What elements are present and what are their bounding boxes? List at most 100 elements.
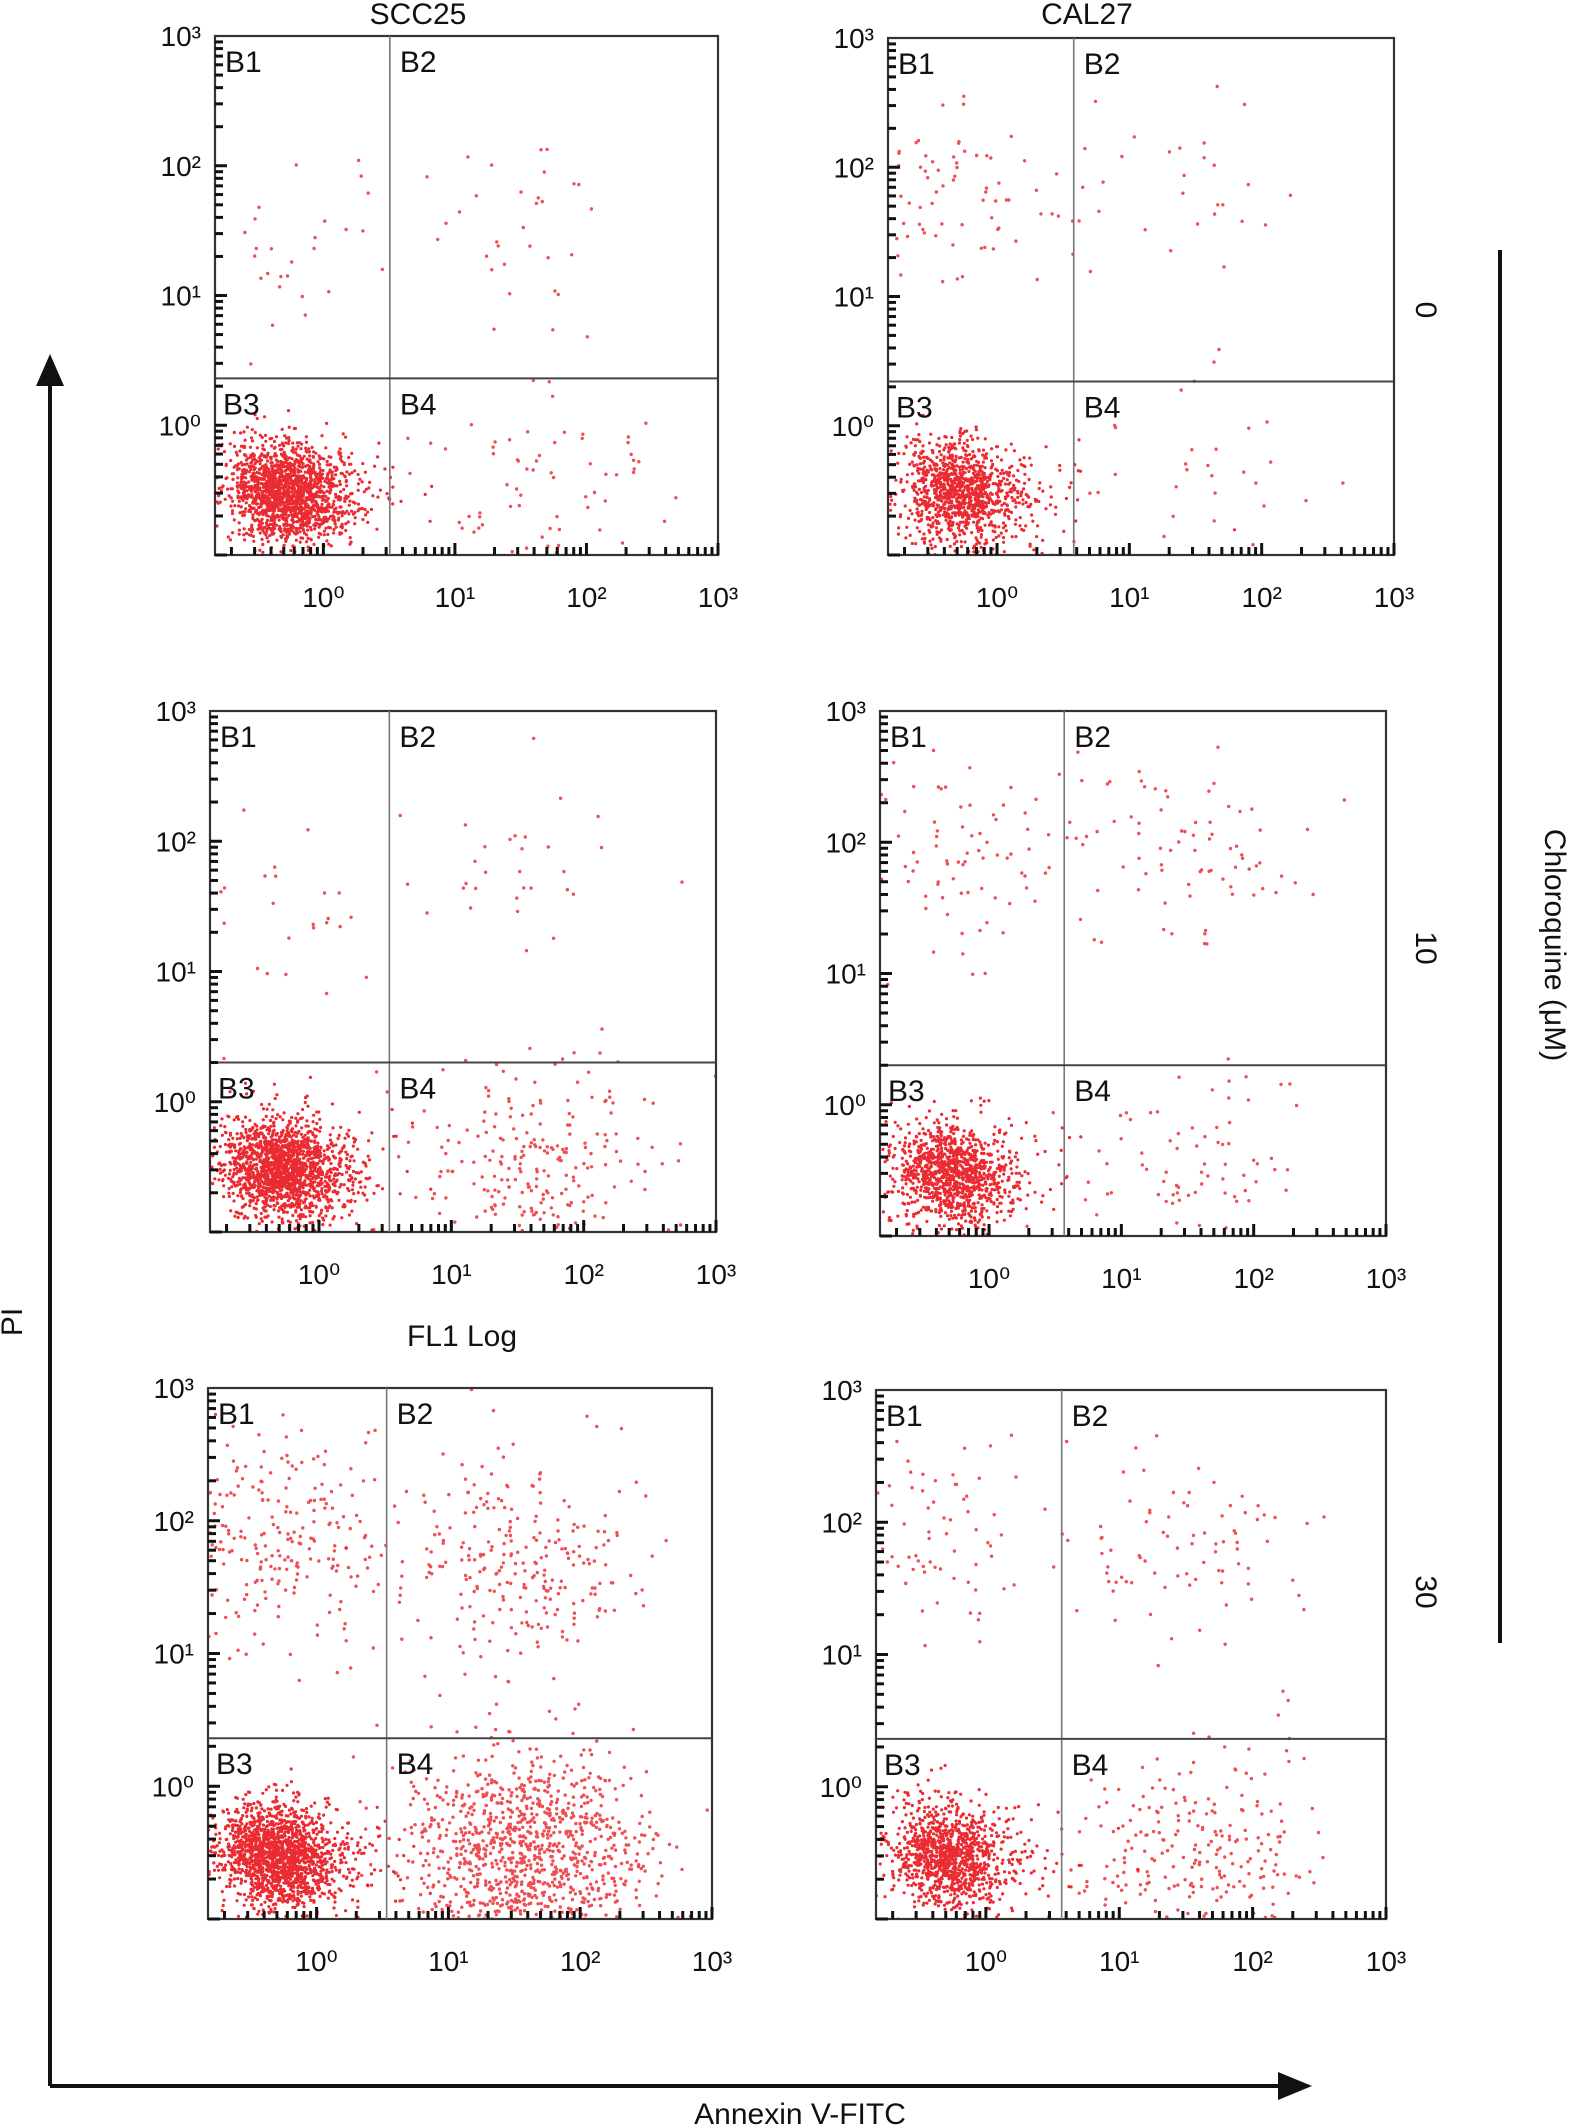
- scatter-panel: B1 B2 B3 B4 10⁰ 10⁰ 10¹ 10¹ 10² 10² 10³ 10³: [832, 23, 1415, 613]
- quadrant-label-b3: B3: [884, 1749, 921, 1782]
- annexin-axis-label: Annexin V-FITC: [694, 2098, 906, 2128]
- cluster-b3-points: [215, 409, 434, 555]
- x-tick-label: 10²: [563, 1259, 603, 1290]
- scatter-panel: B1 B2 B3 B4 10⁰ 10⁰ 10¹ 10¹ 10² 10² 10³ 10³: [152, 1373, 733, 1977]
- y-tick-label: 10³: [154, 1373, 194, 1404]
- y-tick-label: 10⁰: [159, 410, 201, 441]
- annexin-axis-arrowhead: [1278, 2072, 1312, 2100]
- cluster-b3-points: [881, 1096, 1083, 1236]
- quadrant-label-b1: B1: [886, 1400, 923, 1433]
- x-tick-label: 10⁰: [976, 582, 1018, 613]
- fl1-log-label: FL1 Log: [407, 1320, 517, 1353]
- y-tick-label: 10⁰: [152, 1771, 194, 1802]
- pi-axis-label: PI: [0, 1308, 29, 1336]
- x-tick-label: 10⁰: [965, 1946, 1007, 1977]
- x-tick-label: 10⁰: [298, 1259, 340, 1290]
- y-tick-label: 10¹: [834, 282, 874, 313]
- y-tick-label: 10¹: [154, 1639, 194, 1670]
- scatter-panel: B1 B2 B3 B4 10⁰ 10⁰ 10¹ 10¹ 10² 10² 10³ 10³: [159, 21, 739, 613]
- quadrant-label-b4: B4: [400, 388, 437, 421]
- y-tick-label: 10²: [826, 827, 866, 858]
- quadrant-label-b2: B2: [400, 46, 437, 79]
- x-tick-label: 10¹: [435, 582, 475, 613]
- quadrant-label-b4: B4: [1072, 1749, 1109, 1782]
- y-tick-label: 10³: [834, 23, 874, 54]
- y-tick-label: 10¹: [826, 959, 866, 990]
- quadrant-label-b4: B4: [1084, 391, 1121, 424]
- quadrant-label-b3: B3: [896, 391, 933, 424]
- quadrant-label-b2: B2: [399, 721, 436, 754]
- x-tick-label: 10³: [1374, 582, 1414, 613]
- cluster-b4-points: [372, 1027, 716, 1232]
- y-tick-label: 10³: [826, 696, 866, 727]
- x-tick-label: 10²: [1241, 582, 1281, 613]
- y-tick-label: 10²: [156, 826, 196, 857]
- x-tick-label: 10²: [566, 582, 606, 613]
- x-tick-label: 10⁰: [295, 1946, 337, 1977]
- x-tick-label: 10³: [1366, 1263, 1406, 1294]
- y-tick-label: 10³: [161, 21, 201, 52]
- quadrant-label-b1: B1: [220, 721, 257, 754]
- y-tick-label: 10²: [834, 152, 874, 183]
- y-tick-label: 10¹: [822, 1640, 862, 1671]
- quadrant-label-b2: B2: [1074, 721, 1111, 754]
- x-tick-label: 10⁰: [302, 582, 344, 613]
- x-tick-label: 10³: [1366, 1946, 1406, 1977]
- x-tick-label: 10³: [698, 582, 738, 613]
- scatter-points: [888, 84, 1345, 555]
- quadrant-label-b2: B2: [397, 1398, 434, 1431]
- quadrant-label-b2: B2: [1072, 1400, 1109, 1433]
- x-tick-label: 10¹: [1101, 1263, 1141, 1294]
- y-tick-label: 10³: [156, 696, 196, 727]
- cluster-b3-points: [208, 1767, 432, 1919]
- quadrant-label-b1: B1: [898, 48, 935, 81]
- quadrant-label-b1: B1: [890, 721, 927, 754]
- quadrant-label-b3: B3: [888, 1075, 925, 1108]
- quadrant-label-b1: B1: [225, 46, 262, 79]
- x-tick-label: 10¹: [1109, 582, 1149, 613]
- scatter-points: [880, 745, 1347, 1236]
- y-tick-label: 10⁰: [832, 411, 874, 442]
- y-tick-label: 10¹: [161, 281, 201, 312]
- quadrant-label-b4: B4: [399, 1073, 436, 1106]
- y-tick-label: 10²: [822, 1507, 862, 1538]
- quadrant-label-b3: B3: [223, 388, 260, 421]
- scatter-points: [876, 1433, 1326, 1919]
- cluster-b3-points: [888, 413, 1237, 555]
- panels-group: B1 B2 B3 B4 10⁰ 10⁰ 10¹ 10¹ 10² 10² 10³ 10³ B1 B2 B3 B4…: [152, 21, 1415, 1977]
- cluster-b3-points: [210, 1075, 433, 1232]
- row-label-30: 30: [1409, 1575, 1442, 1608]
- row-label-0: 0: [1409, 302, 1442, 319]
- column-title-scc25: SCC25: [370, 0, 467, 31]
- quadrant-label-b4: B4: [1074, 1075, 1111, 1108]
- cluster-b3-points: [876, 1763, 1140, 1919]
- row-label-10: 10: [1409, 931, 1442, 964]
- y-tick-label: 10²: [161, 151, 201, 182]
- y-tick-label: 10¹: [156, 957, 196, 988]
- x-tick-label: 10¹: [428, 1946, 468, 1977]
- quadrant-label-b1: B1: [218, 1398, 255, 1431]
- x-tick-label: 10²: [1233, 1263, 1273, 1294]
- chloroquine-label: Chloroquine (μM): [1538, 829, 1569, 1061]
- scatter-panel: B1 B2 B3 B4 10⁰ 10⁰ 10¹ 10¹ 10² 10² 10³ 10³: [154, 696, 737, 1290]
- y-tick-label: 10⁰: [820, 1772, 862, 1803]
- x-tick-label: 10⁰: [968, 1263, 1010, 1294]
- x-tick-label: 10³: [692, 1946, 732, 1977]
- x-tick-label: 10²: [1232, 1946, 1272, 1977]
- quadrant-label-b3: B3: [218, 1073, 255, 1106]
- y-tick-label: 10⁰: [154, 1087, 196, 1118]
- y-tick-label: 10²: [154, 1506, 194, 1537]
- scatter-panel: B1 B2 B3 B4 10⁰ 10⁰ 10¹ 10¹ 10² 10² 10³ 10³: [824, 696, 1407, 1294]
- scatter-points: [215, 147, 678, 555]
- x-tick-label: 10²: [560, 1946, 600, 1977]
- quadrant-label-b4: B4: [397, 1748, 434, 1781]
- y-tick-label: 10³: [822, 1375, 862, 1406]
- x-tick-label: 10¹: [1099, 1946, 1139, 1977]
- scatter-panel: B1 B2 B3 B4 10⁰ 10⁰ 10¹ 10¹ 10² 10² 10³ 10³: [820, 1375, 1407, 1977]
- quadrant-label-b2: B2: [1084, 48, 1121, 81]
- y-tick-label: 10⁰: [824, 1090, 866, 1121]
- x-tick-label: 10¹: [431, 1259, 471, 1290]
- pi-axis-arrowhead: [36, 354, 64, 386]
